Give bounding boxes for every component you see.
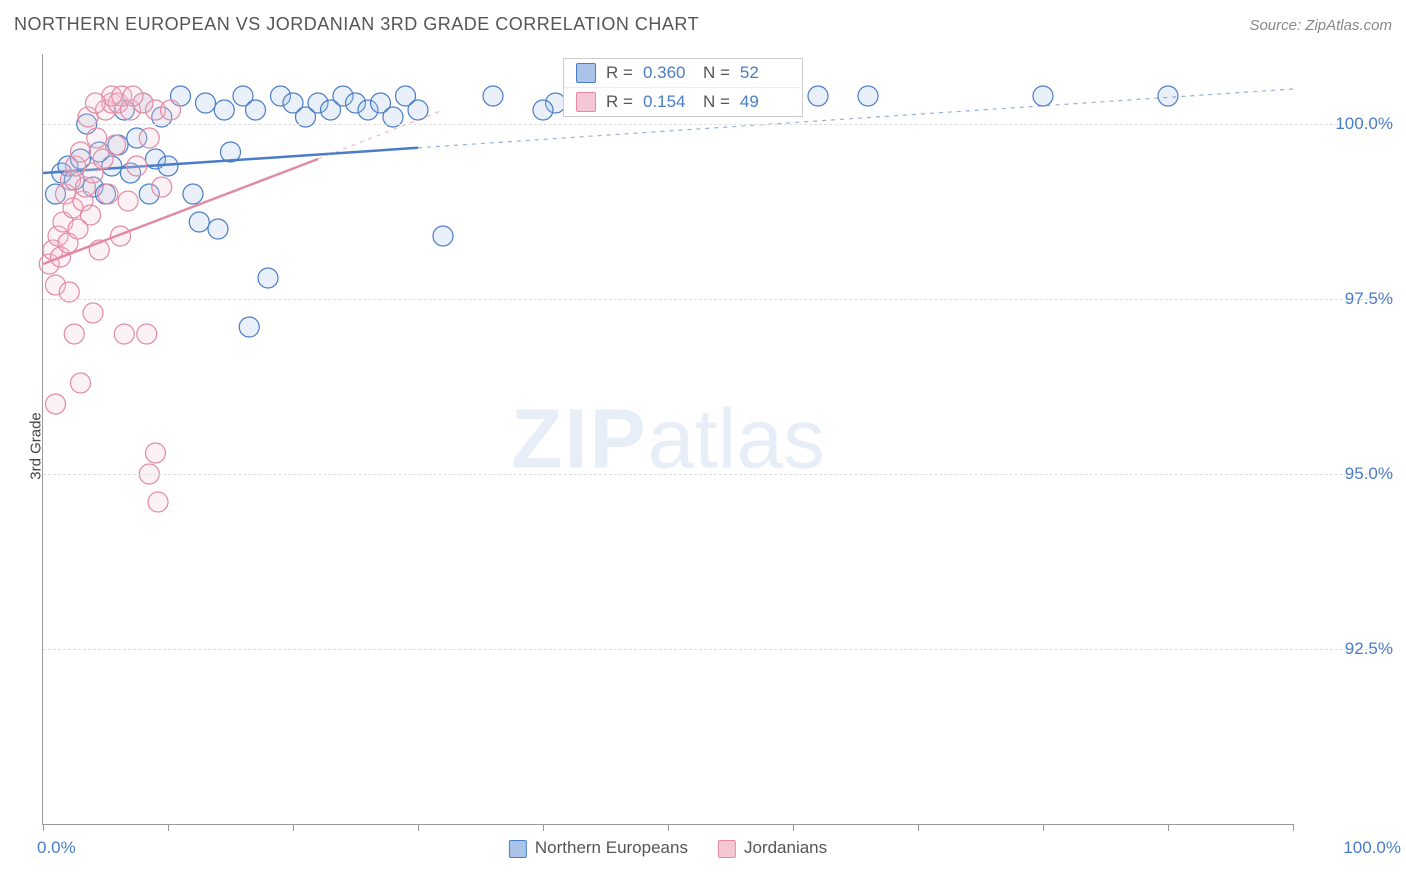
data-point	[408, 100, 428, 120]
y-tick-label: 100.0%	[1303, 114, 1393, 134]
data-point	[137, 324, 157, 344]
legend-swatch	[509, 840, 527, 858]
x-tick	[1293, 824, 1294, 831]
stat-r-label: R =	[606, 92, 633, 112]
data-point	[1033, 86, 1053, 106]
gridline	[43, 299, 1393, 300]
x-tick	[918, 824, 919, 831]
data-point	[183, 184, 203, 204]
data-point	[189, 212, 209, 232]
gridline	[43, 649, 1393, 650]
x-tick	[668, 824, 669, 831]
x-tick	[1168, 824, 1169, 831]
data-point	[71, 142, 91, 162]
legend-item: Northern Europeans	[509, 838, 688, 858]
data-point	[98, 184, 118, 204]
x-tick	[168, 824, 169, 831]
data-point	[86, 93, 106, 113]
y-tick-label: 97.5%	[1303, 289, 1393, 309]
x-tick	[793, 824, 794, 831]
data-point	[87, 128, 107, 148]
series-swatch	[576, 63, 596, 83]
stats-row: R = 0.360 N = 52	[564, 59, 802, 87]
data-point	[127, 156, 147, 176]
y-tick-label: 95.0%	[1303, 464, 1393, 484]
data-point	[483, 86, 503, 106]
stats-box: R = 0.360 N = 52 R = 0.154 N = 49	[563, 58, 803, 117]
stat-n-value: 52	[740, 63, 790, 83]
gridline	[43, 124, 1393, 125]
data-point	[1158, 86, 1178, 106]
data-point	[246, 100, 266, 120]
data-point	[239, 317, 259, 337]
legend-swatch	[718, 840, 736, 858]
data-point	[46, 394, 66, 414]
data-point	[123, 86, 143, 106]
stats-row: R = 0.154 N = 49	[564, 87, 802, 116]
data-point	[146, 443, 166, 463]
series-swatch	[576, 92, 596, 112]
gridline	[43, 474, 1393, 475]
chart-title: NORTHERN EUROPEAN VS JORDANIAN 3RD GRADE…	[14, 14, 699, 35]
x-axis-min-label: 0.0%	[37, 838, 76, 858]
legend-item: Jordanians	[718, 838, 827, 858]
data-point	[83, 303, 103, 323]
data-point	[106, 135, 126, 155]
data-point	[214, 100, 234, 120]
plot-svg	[43, 54, 1293, 824]
x-tick	[543, 824, 544, 831]
data-point	[196, 93, 216, 113]
data-point	[858, 86, 878, 106]
data-point	[71, 373, 91, 393]
x-tick	[1043, 824, 1044, 831]
data-point	[114, 324, 134, 344]
legend-label: Jordanians	[744, 838, 827, 857]
data-point	[118, 191, 138, 211]
y-tick-label: 92.5%	[1303, 639, 1393, 659]
x-axis-max-label: 100.0%	[1343, 838, 1401, 858]
legend-bottom: Northern Europeans Jordanians	[509, 838, 827, 858]
source-label: Source: ZipAtlas.com	[1249, 17, 1392, 34]
stat-n-label: N =	[703, 92, 730, 112]
data-point	[258, 268, 278, 288]
stat-n-value: 49	[740, 92, 790, 112]
stat-r-value: 0.360	[643, 63, 693, 83]
data-point	[64, 324, 84, 344]
x-tick	[293, 824, 294, 831]
stat-r-value: 0.154	[643, 92, 693, 112]
data-point	[808, 86, 828, 106]
data-point	[161, 100, 181, 120]
legend-label: Northern Europeans	[535, 838, 688, 857]
x-tick	[418, 824, 419, 831]
stat-n-label: N =	[703, 63, 730, 83]
plot-area: ZIPatlas R =0.360N =52R =0.154N =49 0.0%…	[42, 54, 1293, 825]
data-point	[139, 128, 159, 148]
data-point	[81, 205, 101, 225]
data-point	[208, 219, 228, 239]
stat-r-label: R =	[606, 63, 633, 83]
data-point	[433, 226, 453, 246]
data-point	[152, 177, 172, 197]
data-point	[533, 100, 553, 120]
x-tick	[43, 824, 44, 831]
data-point	[148, 492, 168, 512]
